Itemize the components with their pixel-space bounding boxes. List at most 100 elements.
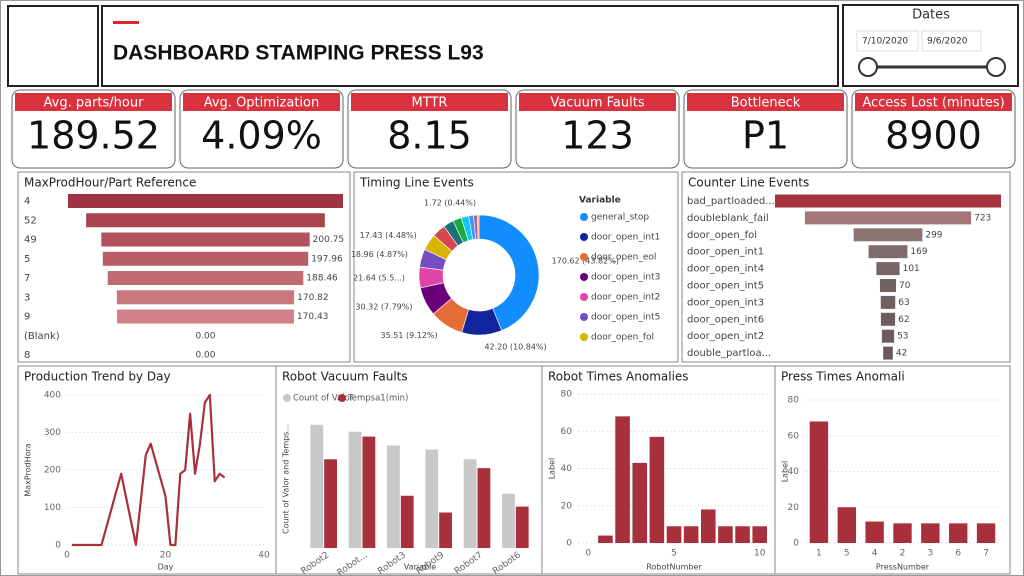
end-date-input[interactable] xyxy=(921,30,982,52)
data-label: 101 xyxy=(903,264,920,274)
dates-title: Dates xyxy=(912,8,950,23)
bar xyxy=(439,512,452,548)
bar xyxy=(615,416,630,543)
y-axis-title: Count of Valor and Temps... xyxy=(282,424,291,534)
funnel-bar xyxy=(775,194,1001,208)
kpi-value: 8900 xyxy=(885,114,982,158)
bar xyxy=(324,459,337,548)
data-label: 169 xyxy=(910,247,927,257)
kpi-header xyxy=(687,93,844,111)
legend-swatch xyxy=(580,333,588,341)
data-label: 62 xyxy=(898,315,909,325)
start-date-input[interactable] xyxy=(856,30,919,52)
donut-slice xyxy=(478,214,540,331)
category-label: door_open_int6 xyxy=(687,314,764,325)
y-tick-label: 0 xyxy=(566,539,572,549)
data-label: 188.46 xyxy=(306,274,338,284)
y-axis-title: Label xyxy=(781,461,790,483)
funnel-bar xyxy=(101,232,310,247)
legend-label: door_open_fol xyxy=(591,333,654,343)
slider-end-handle[interactable] xyxy=(986,57,1006,77)
x-tick-label: 0 xyxy=(64,551,70,561)
legend-swatch xyxy=(580,293,588,301)
legend-swatch xyxy=(338,394,346,402)
trend-line xyxy=(71,393,226,547)
funnel-bar xyxy=(107,271,304,286)
x-tick-label: 2 xyxy=(900,549,906,559)
start-date: 7/10/2020 xyxy=(862,37,908,47)
y-tick-label: 40 xyxy=(788,467,800,477)
data-label: 42.20 (10.84%) xyxy=(484,342,546,351)
data-label: 723 xyxy=(974,213,991,223)
funnel-bar xyxy=(86,213,325,228)
bar xyxy=(837,507,856,543)
x-tick-label: 3 xyxy=(927,549,933,559)
funnel-bar xyxy=(876,262,900,276)
kpi-label: MTTR xyxy=(412,96,448,111)
funnel-bar xyxy=(880,295,896,309)
category-label: (Blank) xyxy=(24,331,60,342)
y-tick-label: 20 xyxy=(788,503,800,513)
data-label: 299 xyxy=(925,230,942,240)
category-label: bad_partloaded... xyxy=(687,196,775,207)
funnel-bar xyxy=(881,329,895,343)
bar xyxy=(387,445,400,548)
kpi-label: Bottleneck xyxy=(731,96,801,111)
data-label: 35.51 (9.12%) xyxy=(381,331,438,340)
funnel-bar xyxy=(880,312,896,326)
x-tick-label: 7 xyxy=(983,549,989,559)
panel-title: MaxProdHour/Part Reference xyxy=(24,176,196,190)
category-label: 3 xyxy=(24,292,30,303)
title-box xyxy=(101,5,839,87)
category-label: 8 xyxy=(24,350,30,361)
data-label: 0.00 xyxy=(195,331,215,341)
logo-box xyxy=(7,5,99,87)
slider-start-handle[interactable] xyxy=(858,57,878,77)
data-label: 18.96 (4.87%) xyxy=(351,250,408,259)
y-tick-label: 100 xyxy=(44,503,61,513)
kpi-label: Avg. parts/hour xyxy=(44,96,145,111)
panel-title: Production Trend by Day xyxy=(24,370,171,384)
category-label: door_open_int4 xyxy=(687,264,764,275)
bar xyxy=(515,506,529,548)
funnel-bar xyxy=(116,290,295,305)
legend-swatch xyxy=(283,394,291,402)
kpi-value: 189.52 xyxy=(27,114,160,158)
data-label: 21.64 (5.5...) xyxy=(353,273,405,282)
legend-title: Variable xyxy=(579,196,621,206)
panel-title: Press Times Anomali xyxy=(781,370,905,384)
data-label: 170.43 xyxy=(297,312,329,322)
y-tick-label: 60 xyxy=(788,431,800,441)
category-label: 52 xyxy=(24,215,37,226)
title-accent xyxy=(113,21,139,24)
kpi-header xyxy=(519,93,676,111)
x-tick-label: 5 xyxy=(844,549,850,559)
funnel-bar xyxy=(868,245,908,259)
kpi-value: 123 xyxy=(561,114,634,158)
legend-label: general_stop xyxy=(591,213,649,223)
y-tick-label: 40 xyxy=(561,464,573,474)
y-tick-label: 60 xyxy=(561,427,573,437)
category-label: doubleblank_fail xyxy=(687,213,769,224)
data-label: 170.82 xyxy=(297,293,329,303)
category-label: 4 xyxy=(24,196,30,207)
bar xyxy=(683,526,699,543)
legend-label: door_open_eol xyxy=(591,253,656,263)
legend-label: door_open_int1 xyxy=(591,233,660,243)
category-label: door_open_int2 xyxy=(687,331,764,342)
kpi-header xyxy=(183,93,340,111)
x-tick-label: 1 xyxy=(816,549,822,559)
bar xyxy=(735,526,750,543)
data-label: 30.32 (7.79%) xyxy=(355,303,412,312)
category-label: 5 xyxy=(24,254,30,265)
data-label: 0.00 xyxy=(195,351,215,361)
bar xyxy=(632,462,647,543)
bar xyxy=(362,436,376,548)
bar xyxy=(310,424,324,548)
x-tick-label: 6 xyxy=(955,549,961,559)
legend-swatch xyxy=(580,313,588,321)
bar xyxy=(752,526,767,543)
data-label: 17.43 (4.48%) xyxy=(360,231,417,240)
bar xyxy=(893,523,912,543)
